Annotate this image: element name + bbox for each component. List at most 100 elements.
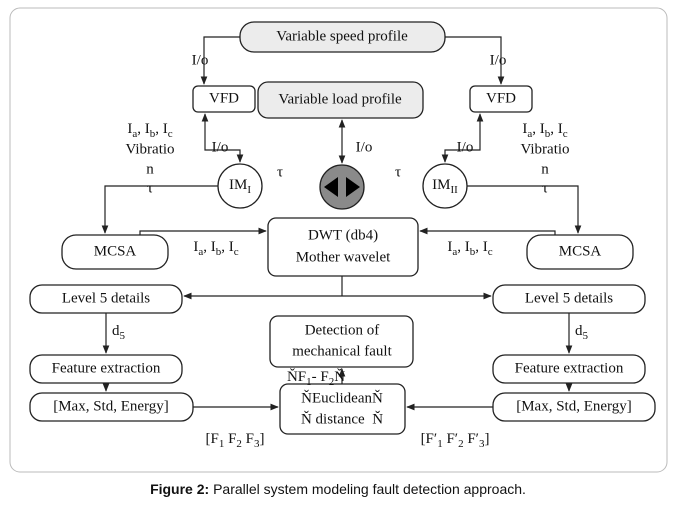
subscript: 2: [458, 438, 464, 450]
signal-label: n: [541, 161, 549, 177]
load-box: [257, 81, 424, 119]
label-part: ŇF: [287, 368, 306, 385]
vfd-label: VFD: [486, 90, 516, 106]
speed-label: Variable speed profile: [276, 28, 408, 44]
vfd-box: [192, 85, 256, 113]
subscript: b: [545, 128, 551, 140]
level-label: Level 5 details: [62, 290, 150, 306]
feature-box: [29, 354, 183, 384]
subscript: c: [168, 128, 173, 140]
label-part: d: [575, 323, 583, 339]
subscript: 2: [329, 376, 335, 388]
feature-label: Feature extraction: [515, 360, 624, 376]
motor-label: IMII: [432, 177, 458, 195]
feature-box: [492, 354, 646, 384]
label-part: , I: [550, 121, 563, 137]
motor-label: IMI: [229, 177, 251, 195]
subscript: I: [247, 184, 251, 196]
stats-label: [Max, Std, Energy]: [516, 398, 632, 414]
label-part: Ň: [334, 368, 345, 385]
label-part: I: [127, 121, 132, 137]
mcsa-box: [61, 234, 169, 270]
subscript: a: [132, 128, 137, 140]
label-part: , I: [532, 121, 545, 137]
label-part: F′: [443, 431, 458, 447]
io-label: I/o: [192, 52, 209, 68]
euclidean-label: Ň distance Ň: [301, 410, 383, 427]
d5-label: d5: [575, 323, 589, 341]
subscript: a: [452, 246, 457, 258]
level-box: [492, 284, 646, 314]
coupling-icon: [324, 177, 360, 197]
subscript: II: [451, 184, 459, 196]
signal-label: n: [146, 161, 154, 177]
subscript: 5: [583, 330, 589, 342]
dwt-label: Mother wavelet: [296, 249, 391, 265]
detection-label: Detection of: [305, 322, 380, 338]
subscript: a: [198, 246, 203, 258]
feature-vector-label: [F1 F2 F3]: [205, 431, 264, 449]
io-label: I/o: [212, 139, 229, 155]
load-coupling: [319, 164, 365, 210]
signal-label: Ia, Ib, Ic: [127, 121, 172, 139]
subscript: c: [234, 246, 239, 258]
stats-box: [29, 392, 194, 422]
mcsa-box: [526, 234, 634, 270]
label-part: I: [522, 121, 527, 137]
signal-label: Ia, Ib, Ic: [522, 121, 567, 139]
level-box: [29, 284, 183, 314]
label-part: I: [447, 239, 452, 255]
label-part: F: [224, 431, 236, 447]
stats-box: [492, 392, 656, 422]
vfd-label: VFD: [209, 90, 239, 106]
label-part: ]: [260, 431, 265, 447]
subscript: b: [150, 128, 156, 140]
io-label: I/o: [490, 52, 507, 68]
euclidean-label: ŇEuclideanŇ: [301, 389, 383, 406]
subscript: 3: [254, 438, 260, 450]
subscript: b: [216, 246, 222, 258]
vfd-box: [469, 85, 533, 113]
connectors: [101, 36, 582, 411]
difference-label: ŇF1- F2Ň: [287, 368, 345, 387]
subscript: 2: [236, 438, 242, 450]
stats-label: [Max, Std, Energy]: [53, 398, 169, 414]
signal-label: Vibratio: [520, 141, 569, 157]
label-part: [F′: [421, 431, 438, 447]
euclidean-box: [279, 383, 406, 435]
subscript: c: [563, 128, 568, 140]
label-part: IM: [229, 177, 247, 193]
motor: [217, 163, 263, 209]
torque-label: τ: [395, 164, 401, 180]
signal-label: τ: [542, 180, 548, 196]
feature-label: Feature extraction: [52, 360, 161, 376]
subscript: b: [470, 246, 476, 258]
label-part: F: [242, 431, 254, 447]
label-part: F′: [464, 431, 479, 447]
label-part: , I: [457, 239, 470, 255]
subscript: 3: [479, 438, 485, 450]
label-part: , I: [203, 239, 216, 255]
subscript: 1: [437, 438, 443, 450]
d5-label: d5: [112, 323, 126, 341]
dwt-label: DWT (db4): [308, 227, 378, 243]
nodes: Variable speed profile VFD VFD Variable …: [29, 21, 656, 435]
current-label: Ia, Ib, Ic: [193, 239, 238, 257]
io-label: I/o: [457, 139, 474, 155]
current-label: Ia, Ib, Ic: [447, 239, 492, 257]
torque-label: τ: [277, 164, 283, 180]
io-label: I/o: [356, 139, 373, 155]
caption-label: Figure 2:: [150, 481, 209, 497]
label-part: , I: [155, 121, 168, 137]
label-part: IM: [432, 177, 450, 193]
detection-label: mechanical fault: [292, 343, 392, 359]
label-part: [F: [205, 431, 218, 447]
subscript: 1: [219, 438, 225, 450]
label-part: ]: [484, 431, 489, 447]
label-part: I: [193, 239, 198, 255]
feature-vector-label: [F′1 F′2 F′3]: [421, 431, 490, 449]
signal-label: Vibratio: [125, 141, 174, 157]
label-part: d: [112, 323, 120, 339]
label-part: - F: [312, 369, 329, 385]
label-part: , I: [137, 121, 150, 137]
